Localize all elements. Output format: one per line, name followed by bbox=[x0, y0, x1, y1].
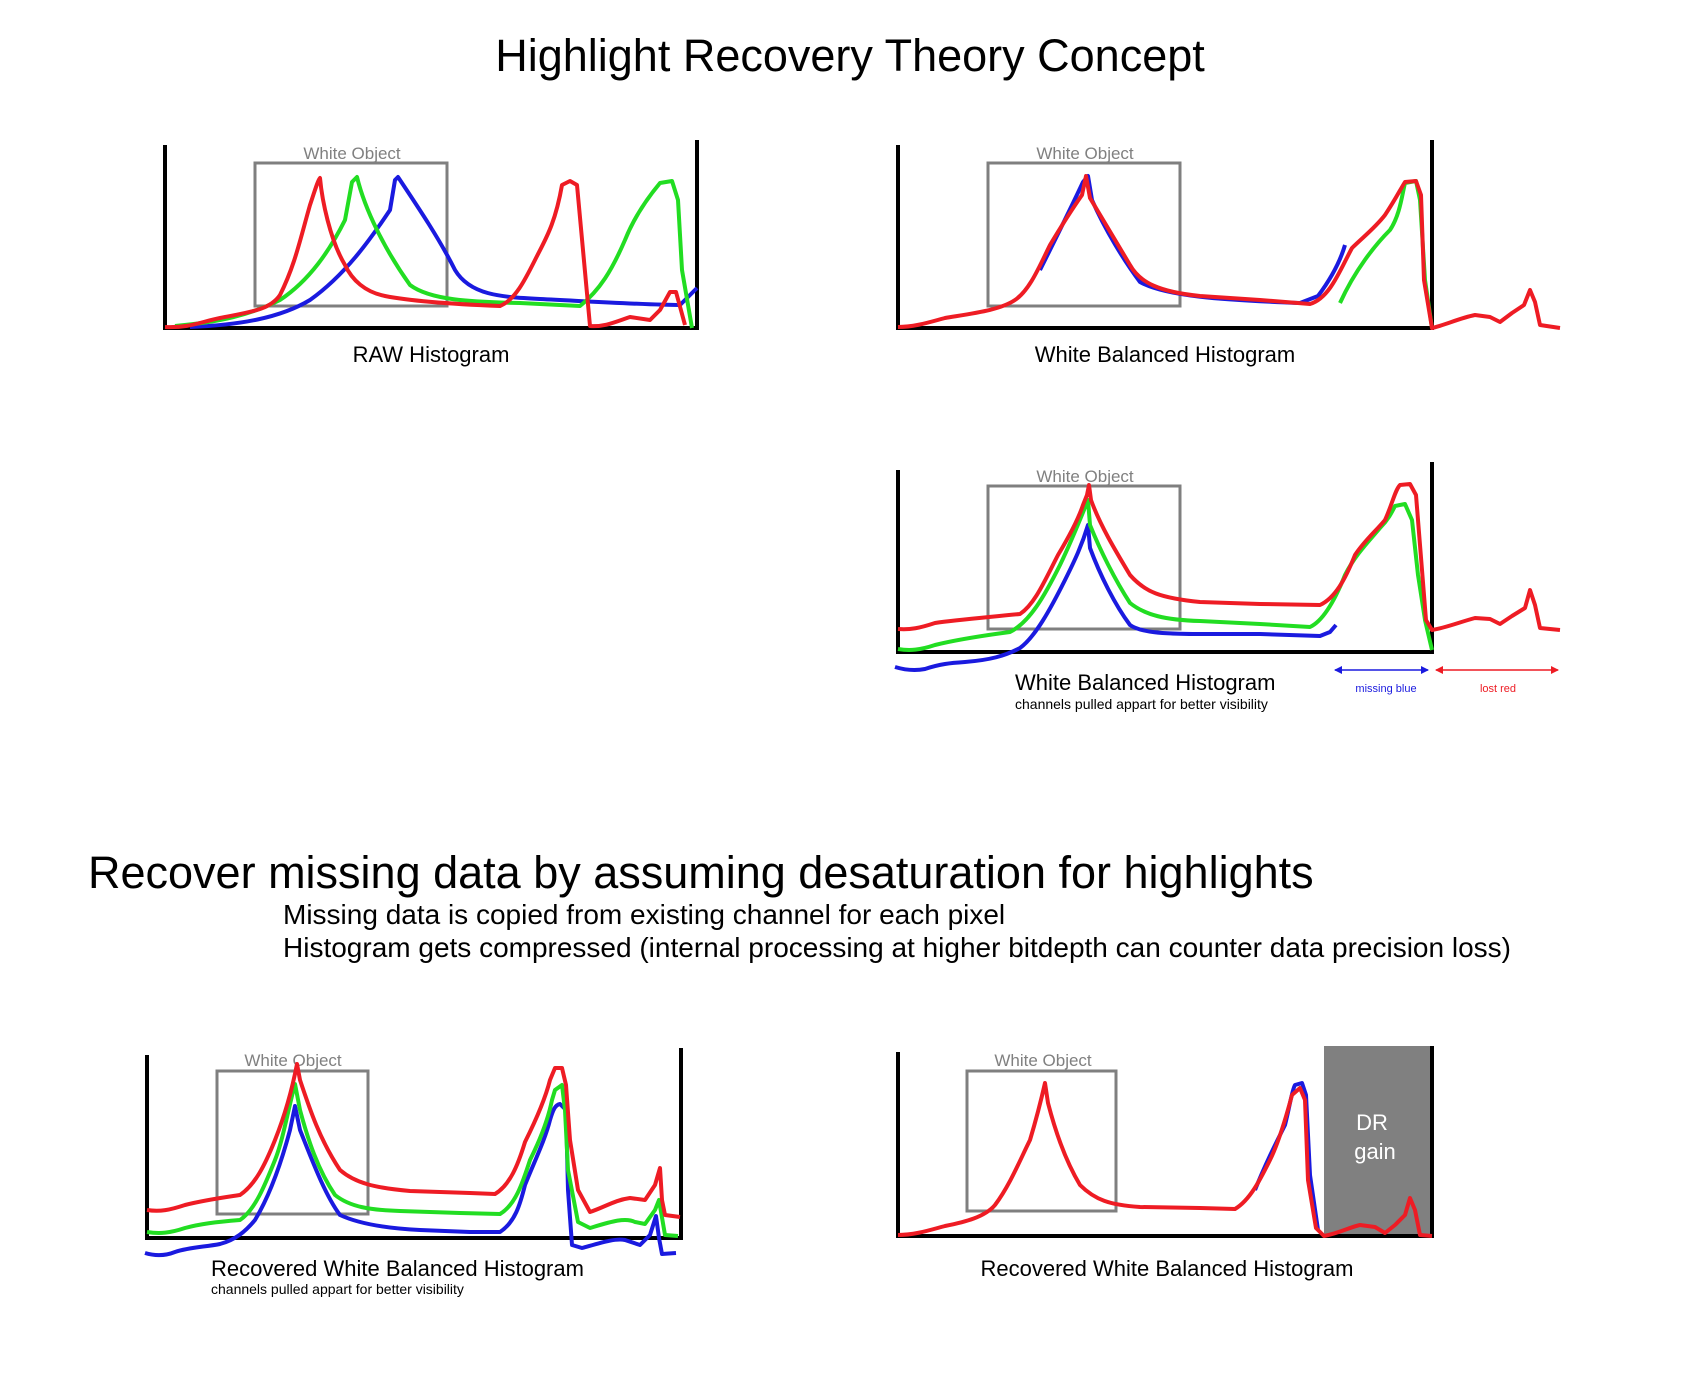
white-object-label: White Object bbox=[303, 144, 401, 163]
wb-red-curve bbox=[897, 174, 1561, 330]
recovered-axis bbox=[896, 1046, 1434, 1238]
recovered-split-panel: White Object Recovered White Balanced Hi… bbox=[144, 1048, 683, 1297]
section-heading: Recover missing data by assuming desatur… bbox=[88, 847, 1314, 898]
recovered-split-blue-curve bbox=[144, 1102, 677, 1258]
raw-histogram-panel: White Object RAW Histogram bbox=[163, 140, 699, 367]
white-object-box bbox=[986, 484, 1182, 631]
wb-axis bbox=[896, 140, 1434, 330]
recovered-caption: Recovered White Balanced Histogram bbox=[981, 1256, 1354, 1281]
wb-split-blue-curve bbox=[894, 523, 1338, 673]
wb-split-caption: White Balanced Histogram bbox=[1015, 670, 1275, 695]
raw-green-curve bbox=[174, 175, 694, 329]
section-line-1: Missing data is copied from existing cha… bbox=[283, 899, 1006, 930]
raw-axis bbox=[163, 140, 699, 330]
white-object-box bbox=[253, 161, 449, 308]
dr-gain-label-line2: gain bbox=[1354, 1139, 1396, 1164]
wb-split-axis bbox=[896, 462, 1434, 654]
wb-caption: White Balanced Histogram bbox=[1035, 342, 1295, 367]
diagram-title: Highlight Recovery Theory Concept bbox=[495, 30, 1205, 81]
lost-red-label: lost red bbox=[1480, 683, 1516, 695]
recovered-red-curve bbox=[897, 1081, 1433, 1238]
wb-split-red-curve bbox=[897, 482, 1561, 632]
white-object-label: White Object bbox=[244, 1051, 342, 1070]
recovered-split-axis bbox=[145, 1048, 683, 1240]
raw-blue-curve bbox=[189, 175, 699, 329]
recovered-split-caption: Recovered White Balanced Histogram bbox=[211, 1256, 584, 1281]
wb-blue-curve bbox=[1038, 174, 1347, 305]
white-balanced-split-panel: White Object missing blue lost red White… bbox=[894, 462, 1561, 712]
white-object-label: White Object bbox=[1036, 467, 1134, 486]
section-line-2: Histogram gets compressed (internal proc… bbox=[283, 932, 1511, 963]
raw-red-curve bbox=[164, 176, 687, 330]
white-object-box bbox=[986, 161, 1182, 308]
white-balanced-panel: White Object White Balanced Histogram bbox=[896, 140, 1561, 367]
white-object-box bbox=[215, 1069, 370, 1216]
raw-caption: RAW Histogram bbox=[353, 342, 510, 367]
recovered-split-red-curve bbox=[146, 1062, 681, 1219]
recovered-split-green-curve bbox=[146, 1082, 679, 1238]
recovered-panel: DR gain White Object Recovered White Bal… bbox=[896, 1046, 1434, 1281]
wb-split-subcaption: channels pulled appart for better visibi… bbox=[1015, 696, 1268, 712]
wb-green-curve bbox=[1338, 179, 1434, 329]
missing-blue-label: missing blue bbox=[1355, 683, 1416, 695]
white-object-label: White Object bbox=[1036, 144, 1134, 163]
recovered-split-subcaption: channels pulled appart for better visibi… bbox=[211, 1281, 464, 1297]
white-object-box bbox=[965, 1069, 1118, 1213]
white-object-label: White Object bbox=[994, 1051, 1092, 1070]
dr-gain-label-line1: DR bbox=[1356, 1110, 1388, 1135]
